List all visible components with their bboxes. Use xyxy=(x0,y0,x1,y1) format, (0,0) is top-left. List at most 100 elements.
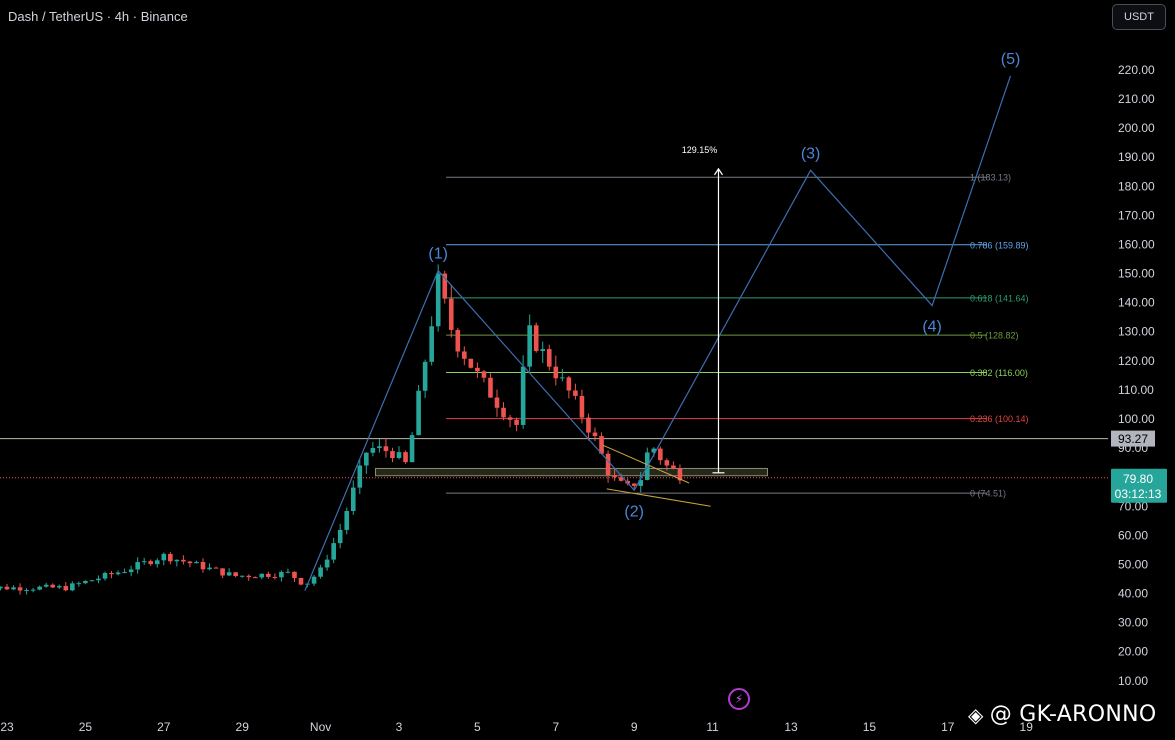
candle-body xyxy=(24,590,29,592)
wedge-line xyxy=(602,444,690,484)
y-tick-label: 110.00 xyxy=(1118,383,1154,397)
candle-body xyxy=(370,448,376,453)
candle-body xyxy=(246,575,252,578)
candle-body xyxy=(141,561,147,563)
currency-button[interactable]: USDT xyxy=(1112,4,1166,30)
candle-body xyxy=(331,543,336,560)
candle-body xyxy=(154,560,160,565)
candle-body xyxy=(390,451,395,458)
y-tick-label: 120.00 xyxy=(1118,354,1155,368)
candle-body xyxy=(553,366,559,379)
fib-level-label: 0.5 (128.82) xyxy=(970,331,1019,341)
candle-body xyxy=(220,568,225,576)
candle-body xyxy=(50,584,56,588)
fib-level-label: 0.382 (116.00) xyxy=(970,368,1028,378)
candle-body xyxy=(337,529,343,544)
candle-body xyxy=(174,559,180,562)
last-price-label: 79.80 xyxy=(1123,472,1153,486)
wave-label: (2) xyxy=(624,503,644,520)
candle-body xyxy=(416,390,421,436)
lightning-icon[interactable]: ⚡ xyxy=(728,688,750,710)
candle-body xyxy=(207,567,212,570)
candle-body xyxy=(383,446,389,452)
candle-body xyxy=(17,587,23,591)
y-tick-label: 130.00 xyxy=(1118,325,1155,339)
watermark: ◈ @ GK-ARONNO xyxy=(968,702,1156,727)
candle-body xyxy=(324,559,330,568)
y-tick-label: 180.00 xyxy=(1118,179,1155,193)
candle-body xyxy=(89,580,95,582)
candle-body xyxy=(364,452,369,466)
y-tick-label: 190.00 xyxy=(1118,150,1155,164)
candle-body xyxy=(481,371,487,378)
fib-level-label: 0 (74.51) xyxy=(970,489,1006,499)
y-tick-label: 200.00 xyxy=(1118,121,1155,135)
candle-body xyxy=(618,477,624,481)
x-tick-label: 9 xyxy=(631,720,638,734)
x-tick-label: 15 xyxy=(863,720,877,734)
candle-body xyxy=(350,487,356,511)
candle-body xyxy=(259,573,265,578)
candle-body xyxy=(658,448,663,461)
wave-label: (4) xyxy=(922,319,942,336)
candle-body xyxy=(115,572,121,575)
y-tick-label: 10.00 xyxy=(1118,674,1148,688)
watermark-text: @ GK-ARONNO xyxy=(989,702,1157,727)
candle-body xyxy=(488,377,493,398)
candle-body xyxy=(298,577,304,585)
x-tick-label: 27 xyxy=(157,720,171,734)
candle-body xyxy=(514,419,519,425)
y-tick-label: 220.00 xyxy=(1118,63,1155,77)
binance-icon: ◈ xyxy=(968,702,984,727)
candle-body xyxy=(194,561,199,564)
x-tick-label: 17 xyxy=(941,720,955,734)
wave-label: (5) xyxy=(1001,51,1021,68)
candle-body xyxy=(560,377,565,379)
y-tick-label: 160.00 xyxy=(1118,237,1155,251)
candle-body xyxy=(527,325,532,367)
candle-body xyxy=(70,583,75,591)
candle-body xyxy=(494,397,500,408)
candle-body xyxy=(677,468,683,481)
fib-level-label: 0.786 (159.89) xyxy=(970,240,1029,250)
candle-body xyxy=(128,569,134,573)
candle-body xyxy=(285,571,291,573)
y-tick-label: 210.00 xyxy=(1118,92,1155,106)
last-price-tag xyxy=(1111,468,1167,503)
y-tick-label: 20.00 xyxy=(1118,645,1148,659)
candle-body xyxy=(187,561,193,564)
candle-body xyxy=(612,475,617,478)
candle-body xyxy=(148,561,154,565)
x-tick-label: 23 xyxy=(0,720,14,734)
measure-label: 129.15% xyxy=(682,145,718,155)
candle-body xyxy=(43,584,49,587)
candle-body xyxy=(592,432,598,437)
x-tick-label: Nov xyxy=(310,720,331,734)
fib-level-label: 0.236 (100.14) xyxy=(970,414,1029,424)
y-tick-label: 150.00 xyxy=(1118,267,1155,281)
candle-body xyxy=(168,553,173,562)
fib-level-label: 0.618 (141.64) xyxy=(970,293,1029,303)
candle-body xyxy=(96,578,101,581)
candle-body xyxy=(252,577,258,579)
candle-body xyxy=(200,561,206,570)
candle-body xyxy=(422,361,428,391)
x-tick-label: 29 xyxy=(236,720,250,734)
candle-body xyxy=(507,417,513,420)
candle-body xyxy=(403,452,408,463)
y-tick-label: 70.00 xyxy=(1118,499,1148,513)
candles xyxy=(0,264,683,595)
candle-body xyxy=(540,349,546,351)
x-tick-label: 3 xyxy=(396,720,403,734)
x-tick-label: 19 xyxy=(1020,720,1034,734)
candle-body xyxy=(533,325,539,351)
candle-body xyxy=(357,465,363,488)
candle-body xyxy=(442,273,448,299)
candle-body xyxy=(671,465,676,469)
measure-arrow-head xyxy=(713,167,723,176)
candle-body xyxy=(318,567,323,577)
x-tick-label: 5 xyxy=(474,720,481,734)
x-tick-label: 11 xyxy=(706,720,719,734)
candle-body xyxy=(377,446,382,449)
